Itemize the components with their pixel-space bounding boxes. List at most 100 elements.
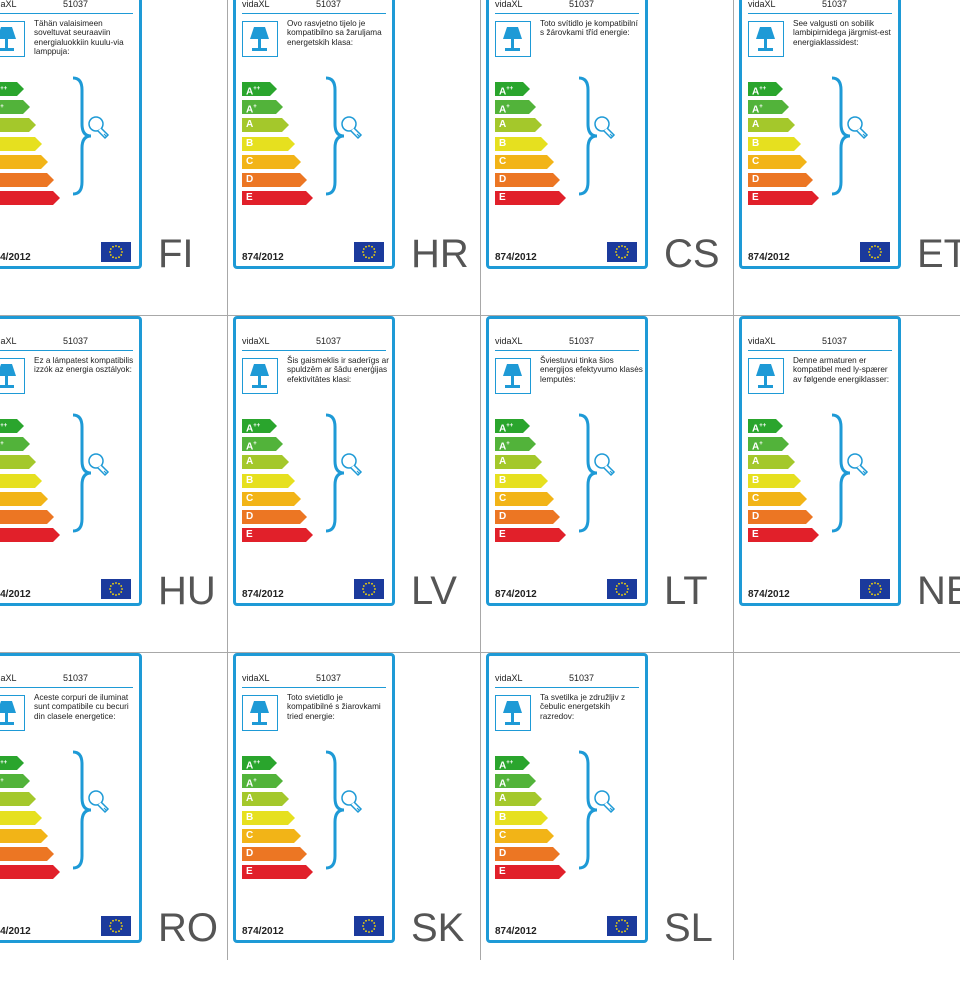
table-lamp-icon <box>748 21 784 57</box>
eu-flag-icon <box>860 579 890 599</box>
language-code: NB <box>917 569 960 614</box>
energy-class-letter: A+ <box>0 438 4 453</box>
energy-class-letter: B <box>499 475 506 487</box>
eu-flag-icon <box>354 242 384 262</box>
regulation-number: 874/2012 <box>242 252 284 263</box>
model-number: 51037 <box>569 0 594 9</box>
energy-class-letter: C <box>246 156 253 168</box>
energy-class-letter: A+ <box>752 101 763 116</box>
table-lamp-icon <box>242 21 278 57</box>
language-code: LT <box>664 569 708 614</box>
model-number: 51037 <box>316 336 341 346</box>
energy-class-letter: A <box>499 793 506 805</box>
energy-class-letter: A+ <box>246 438 257 453</box>
eu-flag-icon <box>860 242 890 262</box>
table-lamp-icon <box>0 695 25 731</box>
language-code: FI <box>158 232 194 277</box>
energy-class-letter: C <box>499 493 506 505</box>
regulation-number: 874/2012 <box>495 589 537 600</box>
compatibility-text: Šis gaismeklis ir saderīgs ar spuldzēm a… <box>287 356 391 384</box>
energy-class-sup: ++ <box>759 423 766 429</box>
header-divider <box>0 687 133 688</box>
energy-class-letter: A++ <box>246 420 260 435</box>
energy-class-letter: E <box>246 192 253 204</box>
eu-flag-icon <box>607 916 637 936</box>
energy-label: vidaXL51037Aceste corpuri de iluminat su… <box>0 653 142 943</box>
energy-class-letter: E <box>246 866 253 878</box>
regulation-number: 874/2012 <box>242 926 284 937</box>
language-code: HR <box>411 232 469 277</box>
energy-class-letter: A++ <box>246 83 260 98</box>
compatibility-text: Aceste corpuri de iluminat sunt compatib… <box>34 693 138 721</box>
table-lamp-icon <box>242 358 278 394</box>
energy-class-sup: ++ <box>0 86 7 92</box>
brand-name: vidaXL <box>748 0 776 9</box>
energy-class-sup: + <box>253 441 257 447</box>
label-cell: vidaXL 51037 Šis gaismeklis ir saderīgs ar… <box>227 316 480 653</box>
regulation-number: 874/2012 <box>0 926 31 937</box>
compatibility-text: Ta svetilka je združljiv z čebulic energ… <box>540 693 644 721</box>
table-lamp-icon <box>0 21 25 57</box>
energy-class-letter: A++ <box>0 83 7 98</box>
energy-label: vidaXL 51037 Ta svetilka je združljiv z če… <box>486 653 648 943</box>
energy-class-sup: + <box>506 104 510 110</box>
table-lamp-icon <box>0 358 25 394</box>
energy-class-letter: D <box>499 174 506 186</box>
header-divider <box>748 350 892 351</box>
brand-name: vidaXL <box>242 336 270 346</box>
label-cell: vidaXL51037Ez a lámpatest kompatibilis i… <box>0 316 227 653</box>
energy-class-sup: ++ <box>506 760 513 766</box>
eu-flag-icon <box>354 916 384 936</box>
energy-label: vidaXL51037Tähän valaisimeen soveltuvat … <box>0 0 142 269</box>
eu-flag-icon <box>607 242 637 262</box>
energy-class-sup: + <box>759 104 763 110</box>
energy-label-sheet: vidaXL51037Tähän valaisimeen soveltuvat … <box>0 0 960 960</box>
header-divider <box>242 687 386 688</box>
energy-class-letter: A++ <box>499 83 513 98</box>
model-number: 51037 <box>316 0 341 9</box>
table-lamp-icon <box>242 695 278 731</box>
energy-class-letter: B <box>499 138 506 150</box>
energy-class-letter: A <box>499 456 506 468</box>
energy-class-letter: A+ <box>499 101 510 116</box>
table-lamp-icon <box>495 695 531 731</box>
label-cell: vidaXL51037Aceste corpuri de iluminat su… <box>0 653 227 990</box>
header-divider <box>495 687 639 688</box>
energy-class-sup: + <box>506 441 510 447</box>
regulation-number: 874/2012 <box>748 252 790 263</box>
compatibility-text: Denne armaturen er kompatibel med ly-spæ… <box>793 356 897 384</box>
energy-class-letter: E <box>752 192 759 204</box>
energy-class-letter: E <box>499 192 506 204</box>
light-bulb-icon <box>593 115 619 146</box>
energy-class-sup: ++ <box>759 86 766 92</box>
energy-class-sup: + <box>759 441 763 447</box>
language-code: SL <box>664 906 713 951</box>
header-divider <box>242 350 386 351</box>
energy-class-letter: B <box>499 812 506 824</box>
light-bulb-icon <box>87 452 113 483</box>
energy-class-letter: B <box>752 475 759 487</box>
model-number: 51037 <box>63 673 88 683</box>
energy-class-sup: ++ <box>253 423 260 429</box>
energy-class-letter: A++ <box>752 83 766 98</box>
brand-name: vidaXL <box>495 673 523 683</box>
energy-class-sup: ++ <box>253 760 260 766</box>
energy-class-letter: D <box>752 174 759 186</box>
light-bulb-icon <box>340 115 366 146</box>
brand-name: vidaXL <box>495 336 523 346</box>
compatibility-text: Toto svietidlo je kompatibilné s žiarovk… <box>287 693 391 721</box>
energy-class-letter: B <box>752 138 759 150</box>
energy-class-letter: A <box>246 793 253 805</box>
energy-class-letter: A+ <box>246 775 257 790</box>
brand-name: vidaXL <box>242 673 270 683</box>
energy-class-letter: A++ <box>752 420 766 435</box>
model-number: 51037 <box>569 673 594 683</box>
